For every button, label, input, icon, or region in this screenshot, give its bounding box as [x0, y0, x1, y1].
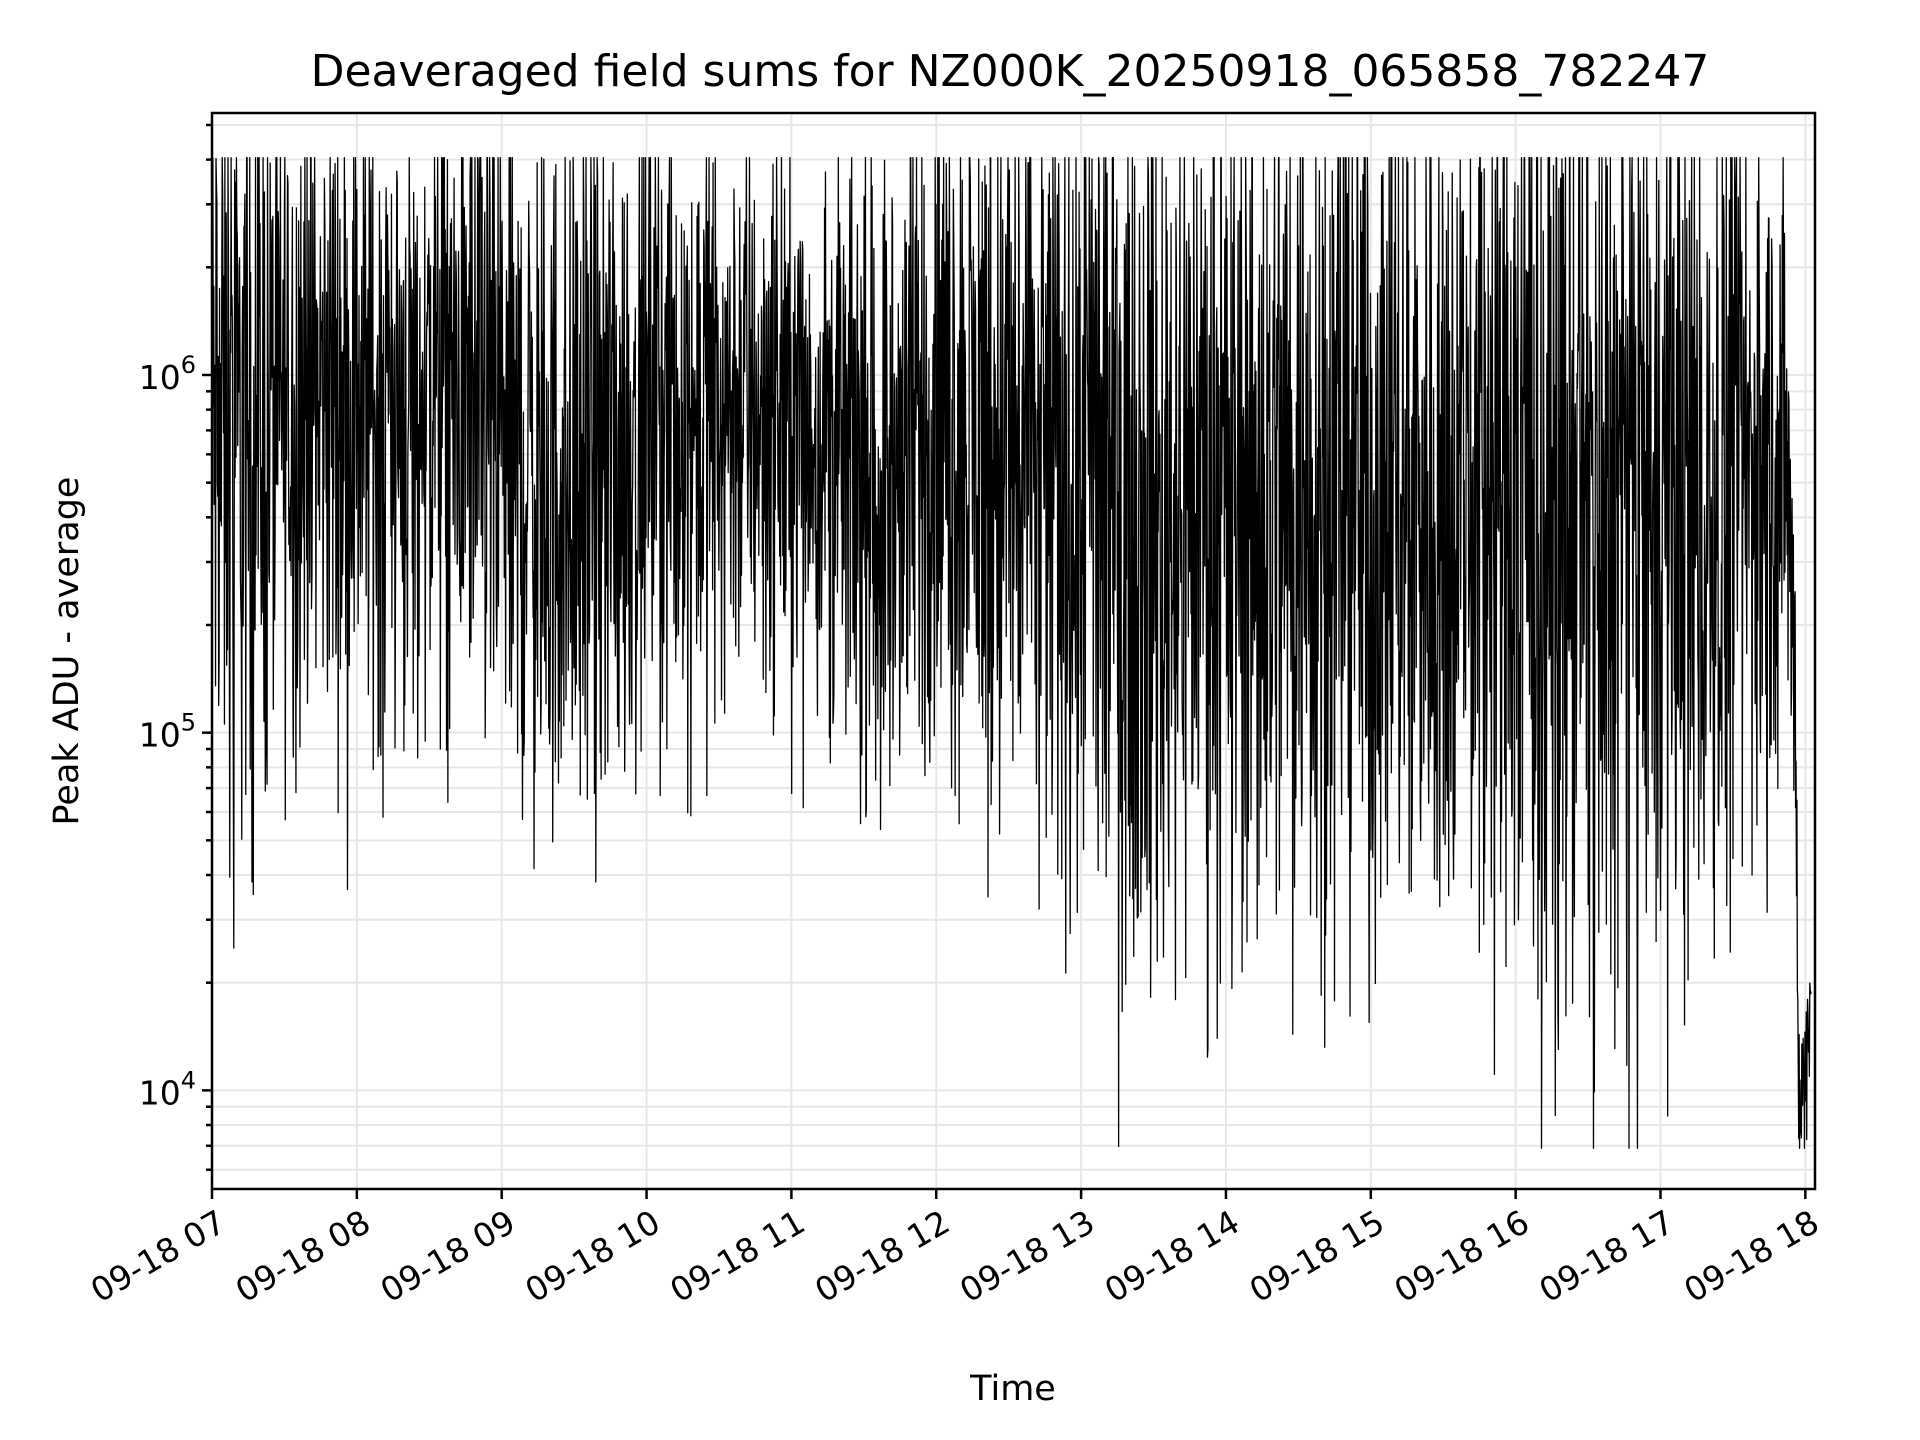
- y-tick-base: 10: [139, 716, 181, 755]
- x-tick-label: 09-18 09: [374, 1202, 522, 1310]
- plot-frame: [210, 111, 1817, 1191]
- x-tick-label: 09-18 18: [1677, 1202, 1825, 1310]
- y-tick-base: 10: [139, 358, 181, 397]
- series-line: [211, 157, 1812, 1149]
- chart-title: Deaveraged field sums for NZ000K_2025091…: [311, 46, 1710, 97]
- x-tick-label: 09-18 16: [1388, 1202, 1536, 1310]
- x-tick-label: 09-18 08: [229, 1202, 377, 1310]
- y-tick-label: 105: [139, 709, 196, 755]
- y-tick-label: 106: [139, 351, 196, 397]
- y-tick-exponent: 4: [181, 1066, 196, 1094]
- x-tick-label: 09-18 07: [84, 1202, 232, 1310]
- x-tick-label: 09-18 10: [519, 1202, 667, 1310]
- series-layer: [211, 157, 1812, 1149]
- x-tick-label: 09-18 15: [1243, 1202, 1391, 1310]
- x-tick-label: 09-18 14: [1098, 1202, 1246, 1310]
- y-tick-exponent: 5: [181, 709, 196, 737]
- y-tick-exponent: 6: [181, 351, 196, 379]
- y-tick-base: 10: [139, 1073, 181, 1112]
- x-tick-label: 09-18 11: [663, 1202, 811, 1310]
- x-tick-label: 09-18 12: [808, 1202, 956, 1310]
- y-axis-label: Peak ADU - average: [47, 477, 87, 826]
- x-tick-label: 09-18 17: [1532, 1202, 1680, 1310]
- x-axis-label: Time: [969, 1369, 1056, 1409]
- x-tick-label: 09-18 13: [953, 1202, 1101, 1310]
- y-tick-label: 104: [139, 1066, 196, 1112]
